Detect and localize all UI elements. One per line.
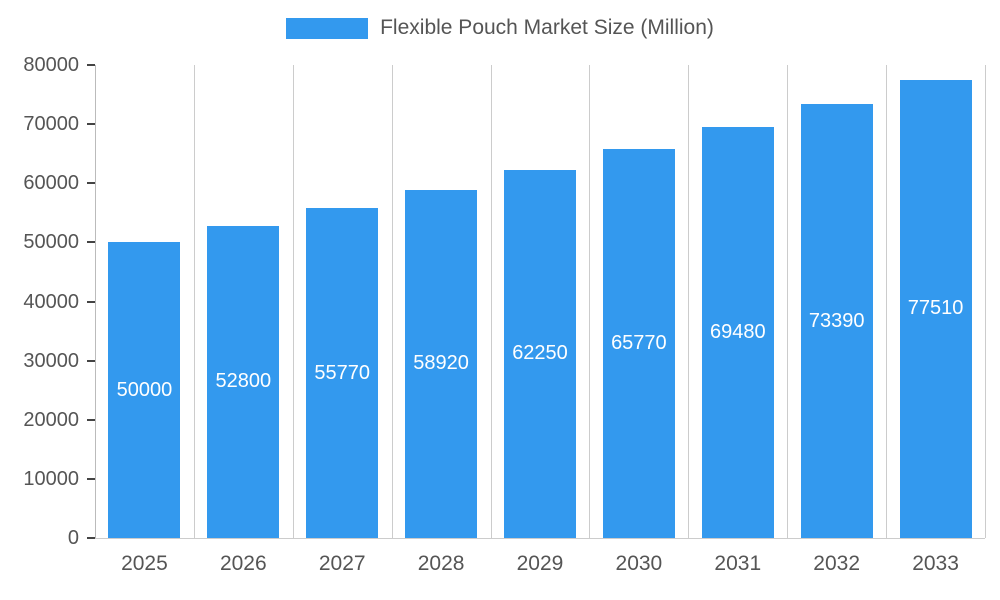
y-tick-label: 80000 [23,54,79,76]
gridline [292,65,294,538]
bar-value-label: 62250 [512,342,568,365]
bar-value-label: 52800 [215,370,272,393]
x-tick-label-2027: 2027 [318,552,366,575]
x-axis-line [95,538,985,539]
bar-value-label: 77510 [907,297,964,320]
legend-label: Flexible Pouch Market Size (Million) [380,16,714,39]
y-tick-mark [87,537,95,539]
gridline [985,65,986,538]
bar-2028[interactable]: 58920 [405,189,478,538]
gridline [886,65,888,538]
bar-value-label: 73390 [808,309,865,332]
legend-swatch [286,17,369,39]
x-tick-label-2030: 2030 [615,552,663,575]
gridline [688,65,690,538]
bar-2032[interactable]: 73390 [800,104,873,538]
y-tick-label: 50000 [23,231,79,254]
bar-2031[interactable]: 69480 [701,127,774,538]
bar-2025[interactable]: 50000 [108,242,181,538]
y-tick-mark [87,300,95,303]
bar-2027[interactable]: 55770 [306,208,379,538]
y-tick-label: 40000 [23,290,79,313]
bar-value-label: 65770 [611,332,667,355]
bar-value-label: 69480 [709,321,766,344]
gridline [787,65,789,538]
y-tick-label: 60000 [23,172,79,195]
bar-value-label: 55770 [314,361,371,384]
gridline [391,65,393,538]
y-tick-label: 10000 [23,467,79,490]
y-tick-label: 70000 [23,113,79,136]
bar-2033[interactable]: 77510 [899,79,972,538]
x-tick-label-2032: 2032 [813,552,861,575]
gridline [589,65,591,538]
x-tick-label-2026: 2026 [219,552,267,575]
y-tick-mark [87,123,95,126]
y-tick-mark [87,477,95,480]
bar-2029[interactable]: 62250 [504,169,576,538]
bar-value-label: 58920 [413,352,469,375]
bar-2026[interactable]: 52800 [207,225,280,538]
y-tick-mark [87,182,95,185]
y-axis-line [95,65,96,538]
y-tick-mark [87,359,95,362]
x-tick-label-2028: 2028 [417,552,465,575]
bar-2030[interactable]: 65770 [602,149,675,538]
legend[interactable]: Flexible Pouch Market Size (Million) [0,16,1000,40]
x-tick-label-2029: 2029 [516,552,564,575]
y-tick-label: 30000 [23,349,79,372]
x-tick-label-2033: 2033 [912,552,959,575]
x-tick-label-2025: 2025 [121,552,168,575]
y-tick-mark [87,64,95,66]
gridline [490,65,492,538]
y-tick-mark [87,418,95,421]
y-tick-mark [87,241,95,244]
x-tick-label-2031: 2031 [714,552,762,575]
y-tick-label: 20000 [23,408,79,431]
bar-value-label: 50000 [116,378,173,401]
gridline [193,65,195,538]
y-tick-label: 0 [67,527,79,549]
